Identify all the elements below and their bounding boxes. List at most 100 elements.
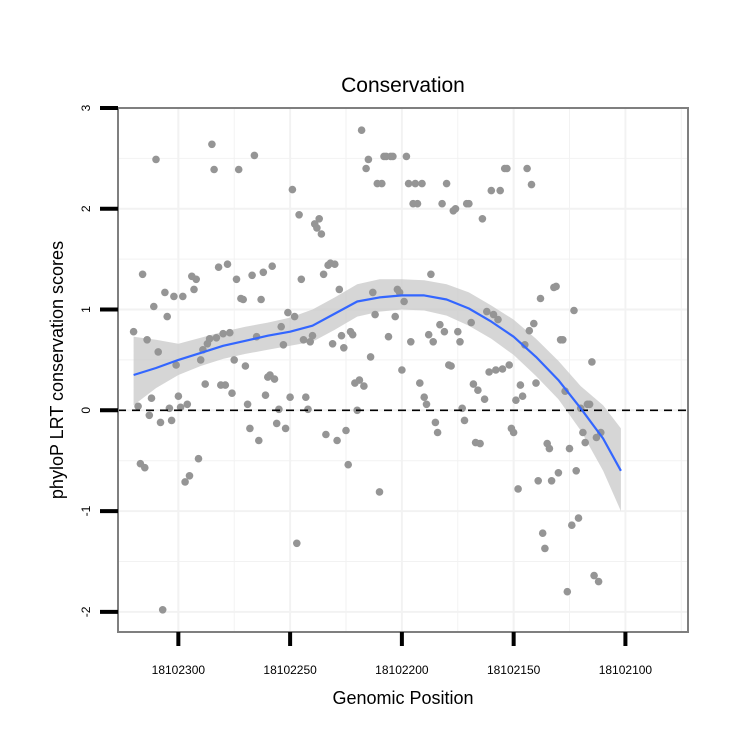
scatter-point (433, 428, 442, 437)
scatter-point (521, 341, 529, 349)
y-tick-label: -2 (79, 606, 93, 617)
scatter-point (494, 315, 502, 324)
scatter-point (552, 282, 560, 291)
scatter-point (259, 268, 268, 277)
scatter-point (547, 477, 556, 485)
scatter-point (436, 320, 444, 329)
scatter-point (460, 416, 469, 425)
scatter-point (306, 338, 315, 346)
scatter-point (308, 331, 317, 340)
scatter-point (337, 331, 346, 340)
scatter-point (489, 310, 498, 319)
y-tick-label: 2 (79, 205, 93, 212)
scatter-point (277, 322, 286, 331)
scatter-point (143, 336, 151, 344)
scatter-point (375, 488, 384, 496)
scatter-point (212, 334, 221, 342)
scatter-point (150, 302, 158, 311)
scatter-point (389, 152, 397, 161)
scatter-point (315, 215, 324, 223)
scatter-point (416, 379, 424, 387)
scatter-point (234, 165, 243, 174)
scatter-point (364, 155, 373, 164)
scatter-point (261, 391, 270, 400)
scatter-point (483, 307, 491, 316)
scatter-point (498, 365, 507, 373)
scatter-point (480, 395, 489, 404)
scatter-point (335, 285, 344, 294)
scatter-point (154, 348, 162, 356)
scatter-point (496, 186, 505, 195)
scatter-point (536, 294, 545, 303)
scatter-point (221, 381, 230, 389)
scatter-point (366, 353, 375, 361)
scatter-point (219, 329, 227, 338)
smooth-line-layer (133, 294, 622, 472)
scatter-point (478, 215, 487, 223)
scatter-point (400, 297, 408, 306)
scatter-point (214, 263, 223, 272)
scatter-point (319, 270, 328, 279)
scatter-point (563, 587, 572, 596)
scatter-point (167, 416, 176, 425)
scatter-point (138, 270, 147, 279)
scatter-point (232, 275, 241, 284)
x-tick-label: 18102250 (263, 663, 317, 677)
scatter-point (514, 485, 522, 493)
scatter-point (275, 405, 283, 414)
scatter-point (201, 380, 209, 388)
scatter-point (467, 318, 476, 327)
scatter-point (378, 179, 386, 188)
scatter-point (424, 330, 433, 339)
scatter-point (239, 295, 247, 304)
scatter-point (250, 151, 259, 160)
scatter-point (384, 332, 393, 341)
scatter-point (585, 400, 594, 409)
x-tick-label: 18102100 (599, 663, 653, 677)
scatter-point (290, 312, 299, 321)
scatter-point (141, 463, 149, 472)
scatter-point (194, 454, 203, 463)
scatter-point (348, 330, 357, 339)
scatter-point (161, 288, 169, 297)
scatter-point (440, 327, 449, 336)
scatter-point (559, 336, 567, 344)
scatter-point (418, 179, 426, 188)
scatter-point (284, 308, 292, 317)
scatter-point (369, 288, 377, 297)
scatter-point (407, 338, 415, 346)
scatter-point (398, 366, 406, 374)
x-tick-label: 18102150 (487, 663, 541, 677)
scatter-point (565, 444, 574, 453)
scatter-point (518, 392, 527, 401)
scatter-point (129, 327, 138, 336)
scatter-point (176, 403, 185, 412)
scatter-point (286, 393, 294, 402)
scatter-point (476, 439, 484, 448)
scatter-point (554, 469, 563, 477)
scatter-point (505, 361, 513, 369)
scatter-point (181, 478, 189, 486)
scatter-point (317, 230, 326, 238)
y-axis: -2 -1 0 1 2 3 (79, 104, 118, 617)
scatter-point (512, 396, 520, 405)
scatter-point (581, 438, 589, 447)
scatter-point (487, 186, 496, 195)
scatter-point (254, 436, 263, 445)
scatter-point (568, 521, 576, 529)
scatter-point (190, 285, 198, 294)
scatter-point (299, 336, 308, 344)
scatter-point (527, 180, 536, 189)
scatter-point (588, 358, 596, 366)
scatter-point (241, 362, 250, 370)
scatter-point (313, 224, 321, 232)
x-tick-label: 18102300 (152, 663, 206, 677)
scatter-point (156, 418, 165, 427)
scatter-point (268, 262, 277, 271)
scatter-point (172, 361, 180, 369)
scatter-point (594, 577, 603, 586)
scatter-point (342, 426, 350, 435)
scatter-point (371, 310, 379, 319)
scatter-point (340, 344, 348, 352)
